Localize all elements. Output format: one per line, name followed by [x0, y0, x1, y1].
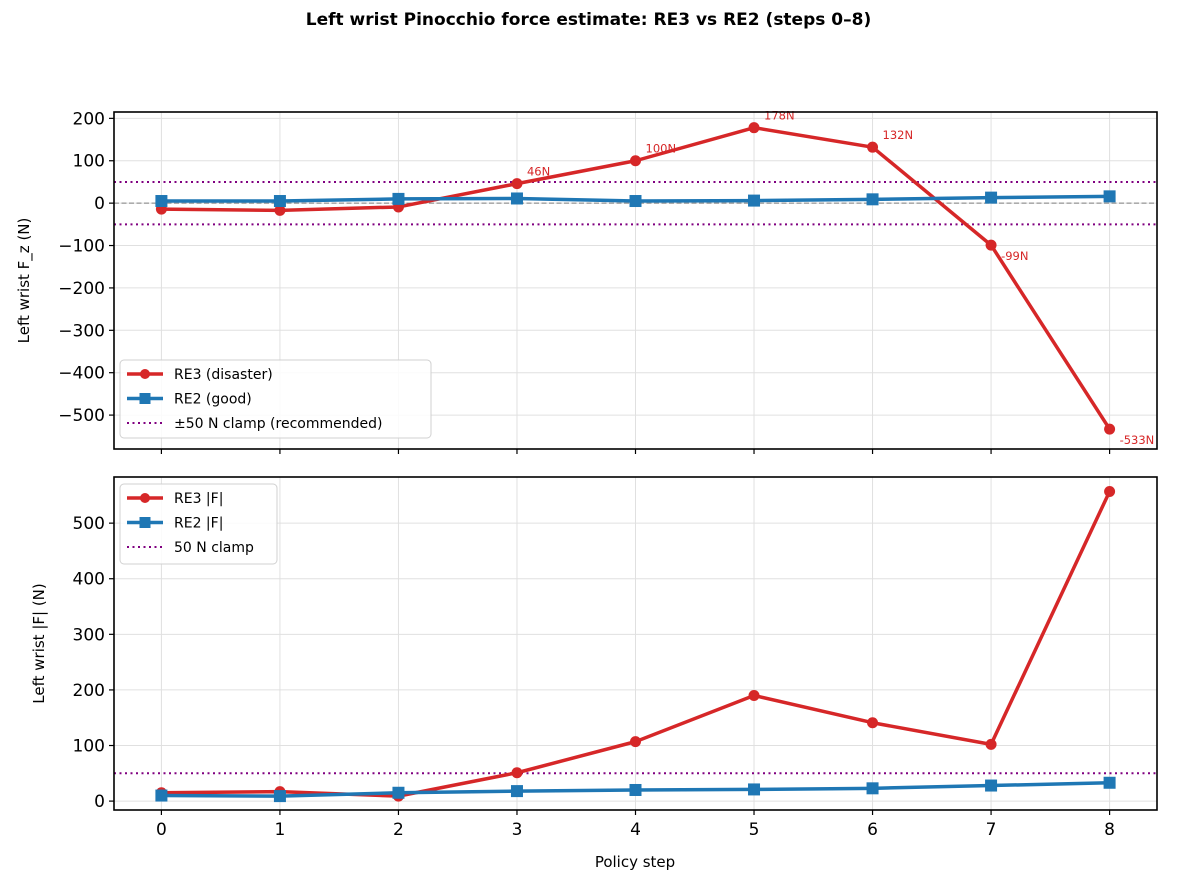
data-point-re2	[985, 779, 998, 792]
y-tick-label: 0	[94, 792, 105, 812]
y-tick-label: −300	[58, 321, 105, 341]
x-tick-label: 7	[986, 820, 997, 840]
data-point-re2	[155, 789, 168, 802]
figure-title: Left wrist Pinocchio force estimate: RE3…	[305, 10, 872, 30]
x-tick-label: 8	[1104, 820, 1115, 840]
y-axis-label: Left wrist |F| (N)	[30, 583, 48, 703]
data-label: 46N	[527, 165, 550, 179]
y-tick-label: 200	[73, 681, 105, 701]
data-point-re2	[155, 195, 168, 208]
y-tick-label: 500	[73, 514, 105, 534]
data-point-re2	[510, 785, 523, 798]
top-axes-fz: 46N 100N 178N 132N -99N -533N 200 100 0 −100 −200 −…	[15, 109, 1158, 454]
x-tick-label: 6	[867, 820, 878, 840]
legend: RE3 |F| RE2 |F| 50 N clamp	[119, 483, 278, 565]
data-point-re2	[866, 782, 879, 795]
y-tick-label: −200	[58, 279, 105, 299]
bottom-axes-magnitude: 0 100 200 300 400 500 0 1 2 3 4 5 6 7 8 Left wrist |F| …	[30, 476, 1158, 840]
y-tick-label: 200	[73, 109, 105, 129]
legend-item-clamp: ±50 N clamp (recommended)	[174, 416, 382, 432]
data-point-re2	[866, 193, 879, 206]
data-point-re2	[273, 195, 286, 208]
data-point-re3	[630, 736, 641, 748]
x-tick-label: 1	[275, 820, 286, 840]
data-point-re3	[1104, 423, 1116, 435]
data-point-re3	[867, 141, 879, 153]
y-tick-label: 300	[73, 625, 105, 645]
data-point-re2	[273, 790, 286, 803]
legend-item-re3: RE3 |F|	[174, 491, 223, 507]
data-point-re2	[1103, 776, 1116, 789]
y-tick-label: 0	[94, 194, 105, 214]
data-point-re3	[274, 204, 286, 216]
legend-item-re3: RE3 (disaster)	[174, 367, 273, 383]
data-point-re3	[630, 155, 641, 167]
data-point-re2	[629, 195, 642, 208]
legend-box	[119, 359, 432, 439]
data-point-re2	[985, 191, 998, 204]
x-tick-label: 3	[512, 820, 523, 840]
data-label: 100N	[646, 142, 677, 156]
data-label: -533N	[1120, 433, 1155, 447]
data-point-re3	[985, 239, 997, 251]
y-tick-label: 100	[73, 152, 105, 172]
data-point-re3	[985, 738, 997, 750]
data-point-re3	[1104, 485, 1116, 497]
data-point-re2	[748, 783, 761, 796]
legend-box	[119, 483, 278, 565]
data-point-re2	[510, 192, 523, 205]
data-point-re3	[511, 767, 523, 779]
x-tick-label: 4	[630, 820, 641, 840]
data-label: 178N	[764, 109, 795, 123]
data-point-re2	[1103, 190, 1116, 203]
x-tick-label: 5	[749, 820, 760, 840]
y-tick-label: −100	[58, 237, 105, 257]
legend-item-re2: RE2 (good)	[174, 392, 252, 408]
data-point-re3	[748, 689, 760, 701]
y-tick-label: −500	[58, 406, 105, 426]
data-point-re3	[748, 122, 760, 134]
y-tick-label: −400	[58, 364, 105, 384]
legend: RE3 (disaster) RE2 (good) ±50 N clamp (rec…	[119, 359, 432, 439]
x-tick-label: 0	[156, 820, 167, 840]
data-point-re3	[511, 178, 523, 190]
data-label: 132N	[883, 128, 914, 142]
y-tick-label: 400	[73, 570, 105, 590]
y-tick-label: 100	[73, 737, 105, 757]
data-point-re3	[867, 717, 879, 729]
legend-marker-square	[139, 517, 151, 528]
data-point-re2	[392, 786, 405, 799]
legend-item-clamp: 50 N clamp	[174, 540, 254, 556]
y-axis-label: Left wrist F_z (N)	[15, 218, 34, 344]
legend-marker-circle	[140, 493, 150, 503]
legend-marker-square	[139, 393, 151, 404]
data-label: -99N	[1001, 249, 1028, 263]
data-point-re2	[629, 783, 642, 796]
x-tick-label: 2	[393, 820, 404, 840]
legend-item-re2: RE2 |F|	[174, 516, 223, 532]
legend-marker-circle	[140, 369, 150, 379]
x-axis-label: Policy step	[595, 853, 675, 871]
data-point-re2	[748, 194, 761, 207]
data-point-re2	[392, 192, 405, 205]
